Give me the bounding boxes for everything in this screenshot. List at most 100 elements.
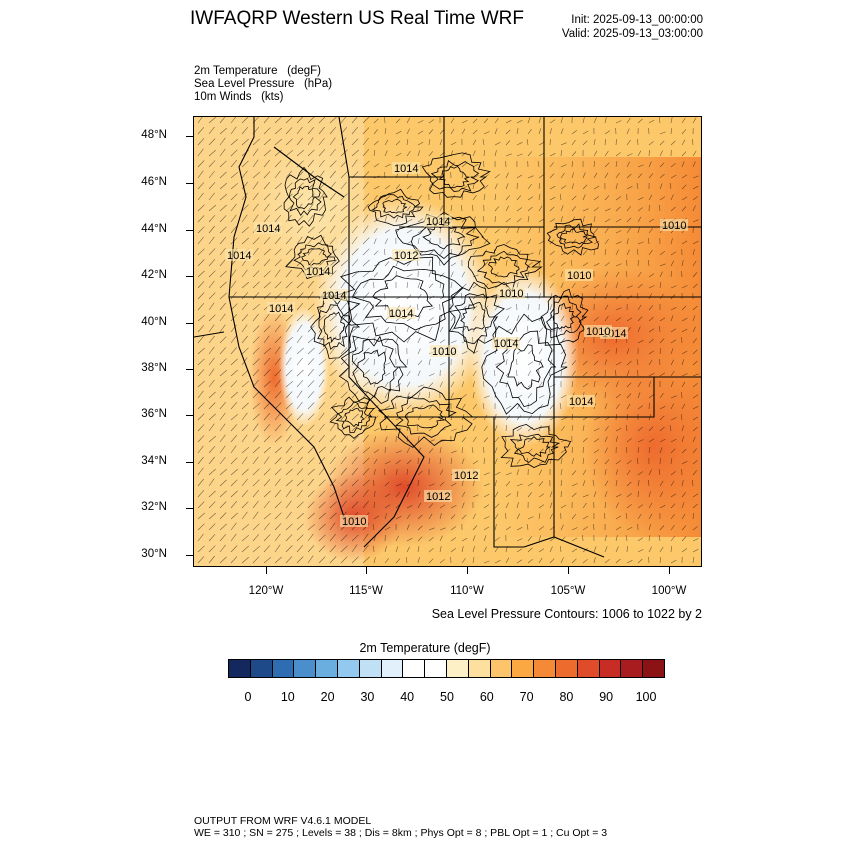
wind-barb <box>593 428 600 432</box>
wind-barb <box>197 380 205 388</box>
pressure-contour <box>540 288 589 344</box>
wind-barb <box>571 151 577 157</box>
wind-barb <box>461 292 463 300</box>
wind-barb <box>582 172 586 179</box>
colorbar-cell <box>490 660 513 677</box>
wind-barb <box>571 239 577 245</box>
wind-barb <box>340 369 348 377</box>
wind-barb <box>197 292 205 300</box>
wind-barb <box>428 558 434 564</box>
wind-barb <box>406 537 413 542</box>
wind-barb <box>582 130 589 135</box>
wind-barb <box>296 117 304 124</box>
wind-barb <box>681 436 684 443</box>
wind-barb <box>604 512 606 520</box>
wind-barb <box>582 360 588 366</box>
wind-barb <box>483 472 490 476</box>
wind-barb <box>670 307 677 311</box>
wind-barb <box>296 390 303 399</box>
wind-barb <box>263 259 271 267</box>
wind-barb <box>581 315 584 322</box>
wind-barb <box>472 150 476 157</box>
wind-barb <box>516 447 519 454</box>
wind-barb <box>230 380 238 388</box>
wind-barb <box>527 393 533 399</box>
wind-barb <box>615 152 621 157</box>
pressure-contour <box>371 194 417 219</box>
wind-barb <box>648 469 652 476</box>
wind-barb <box>219 369 227 377</box>
wind-barb <box>681 305 687 311</box>
wind-barb <box>197 402 205 410</box>
wind-barb <box>461 558 466 564</box>
pressure-label: 1010 <box>586 326 610 338</box>
wind-barb <box>384 526 391 531</box>
wind-barb <box>615 502 619 509</box>
wind-barb <box>362 181 369 190</box>
wind-barb <box>230 291 237 300</box>
wind-barb <box>483 118 489 124</box>
wind-barb <box>351 424 359 432</box>
wind-barb <box>516 207 523 212</box>
wind-barb <box>329 281 337 289</box>
wind-barb <box>252 511 259 520</box>
wind-barb <box>581 304 584 311</box>
wind-barb <box>604 218 611 223</box>
wind-barb <box>648 259 650 267</box>
wind-barb <box>681 151 687 157</box>
wind-barb <box>219 512 227 520</box>
wind-barb <box>615 558 621 564</box>
wind-barb <box>527 304 530 311</box>
wind-barb <box>582 558 588 564</box>
wind-barb <box>252 292 260 300</box>
wind-barb <box>516 548 523 553</box>
pressure-label-bg <box>254 222 282 234</box>
wind-barb <box>505 239 511 245</box>
wind-barb <box>362 369 370 377</box>
wind-barb <box>582 371 588 377</box>
wind-barb <box>274 138 282 146</box>
wind-barb <box>307 127 315 135</box>
colorbar-cell <box>250 660 273 677</box>
wind-barb <box>538 249 541 256</box>
pressure-contour <box>351 335 400 398</box>
wind-barb <box>670 514 675 520</box>
wind-barb <box>428 271 432 278</box>
wind-barb <box>636 183 639 190</box>
wind-barb <box>197 138 205 146</box>
wind-barb <box>230 358 238 366</box>
wind-barb <box>197 533 204 542</box>
wind-barb <box>208 215 216 223</box>
wind-barb <box>296 489 303 498</box>
wind-barb <box>505 415 511 421</box>
wind-barb <box>560 117 563 124</box>
wind-barb <box>263 413 271 421</box>
wind-barb <box>362 149 370 157</box>
wind-barb <box>252 479 260 487</box>
wind-barb <box>538 557 543 564</box>
wind-barb <box>340 479 348 487</box>
wind-barb <box>351 490 359 498</box>
wind-barb <box>208 204 216 212</box>
wind-barb <box>274 259 282 267</box>
wind-barb <box>263 556 272 564</box>
wind-barb <box>197 160 205 168</box>
wind-barb <box>329 148 336 157</box>
wind-barb <box>406 370 411 377</box>
wind-barb <box>208 402 216 410</box>
wind-barb <box>373 458 378 465</box>
wind-barb <box>593 417 600 421</box>
wind-barb <box>604 403 608 410</box>
wind-barb <box>494 546 499 553</box>
wind-barb <box>395 535 399 542</box>
wind-barb <box>648 426 654 432</box>
wind-barb <box>318 203 325 212</box>
wind-barb <box>461 393 467 399</box>
wind-barb <box>450 128 455 135</box>
wind-barb <box>307 193 315 201</box>
pressure-contour <box>507 344 544 390</box>
wind-barb <box>637 369 639 377</box>
wind-barb <box>197 456 204 465</box>
wind-barb <box>351 117 358 124</box>
wind-barb <box>538 548 545 553</box>
